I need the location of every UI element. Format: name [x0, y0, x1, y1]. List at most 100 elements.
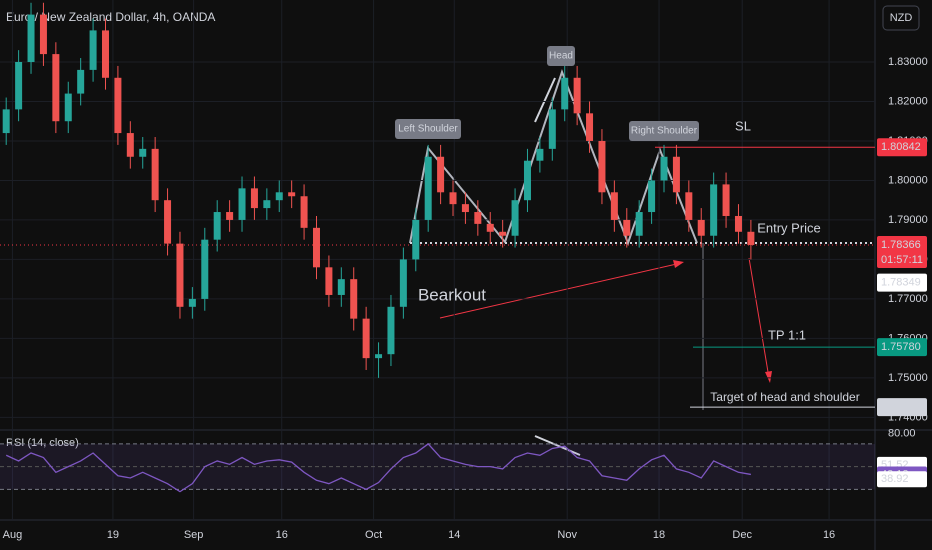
candle-body [710, 184, 718, 236]
x-tick-label: 16 [823, 529, 835, 541]
candle-body [188, 298, 196, 307]
candle-body [263, 200, 271, 209]
candle-body [288, 192, 296, 197]
candle-body [734, 215, 742, 232]
candle-body [697, 219, 705, 236]
currency-label[interactable]: NZD [890, 12, 913, 24]
candle-body [461, 204, 469, 213]
candle-body [399, 259, 407, 307]
candle-body [250, 188, 258, 209]
candle-body [114, 77, 122, 134]
y-tick-label: 1.82000 [888, 95, 928, 107]
candle-body [424, 156, 432, 220]
x-tick-label: Dec [732, 529, 752, 541]
rsi-divergence-line [534, 435, 581, 456]
y-tick-label: 1.77000 [888, 293, 928, 305]
candle-body [126, 133, 134, 157]
candle-body [598, 140, 606, 193]
annotation-box [629, 121, 699, 141]
countdown: 01:57:11 [881, 254, 923, 266]
annotation: Entry Price [757, 220, 821, 235]
price-tag-label: 1.74258 [881, 401, 921, 413]
candle-body [151, 148, 159, 201]
candle-body [213, 212, 221, 240]
candle-body [139, 148, 147, 157]
candle-body [586, 113, 594, 141]
chart-title: Euro / New Zealand Dollar, 4h, OANDA [6, 10, 215, 24]
breakout-arrow [439, 262, 682, 319]
candle-body [523, 160, 531, 201]
candle-body [536, 148, 544, 161]
candle-body [387, 306, 395, 355]
annotation: Target of head and shoulder [710, 390, 859, 404]
price-tag [877, 338, 927, 357]
candle-body [64, 93, 72, 122]
annotation-box [547, 46, 575, 66]
pattern-drawings [0, 0, 875, 520]
candle-body [449, 192, 457, 205]
candle-body [660, 156, 668, 181]
y-tick-label: 1.80000 [888, 174, 928, 186]
candle-body [325, 267, 333, 295]
candle-body [164, 200, 172, 244]
candle-body [77, 69, 85, 94]
annotation: Right Shoulder [631, 126, 698, 137]
annotation: Bearkout [418, 285, 486, 304]
candle-body [226, 212, 234, 220]
price-tag-label: 1.78366 [881, 239, 921, 251]
target-arrow [748, 257, 770, 379]
candle-body [561, 77, 569, 110]
rsi-tag [877, 471, 927, 488]
price-tag [877, 235, 927, 268]
x-tick-label: 19 [107, 529, 119, 541]
x-tick-label: 14 [448, 529, 460, 541]
candle-body [548, 109, 556, 149]
price-tag [877, 273, 927, 292]
annotation: TP 1:1 [768, 327, 806, 342]
candle-body [2, 109, 10, 134]
candle-body [101, 30, 109, 78]
candle-body [312, 227, 320, 268]
rsi-title: RSI (14, close) [6, 437, 79, 449]
x-tick-label: 16 [276, 529, 288, 541]
trend-line [534, 77, 556, 123]
price-tag-label: 1.78349 [881, 277, 921, 289]
candle-body [362, 318, 370, 359]
currency-button[interactable] [882, 5, 920, 31]
arrow-head [673, 260, 684, 268]
price-tag-label: 1.80842 [881, 141, 921, 153]
annotation: Left Shoulder [398, 124, 458, 135]
candle-body [238, 188, 246, 220]
candle-body [337, 279, 345, 295]
rsi-line [5, 443, 751, 493]
x-tick-label: 18 [653, 529, 665, 541]
candle-body [176, 243, 184, 307]
y-tick-label: 1.75000 [888, 372, 928, 384]
candle-body [27, 14, 35, 62]
candle-body [375, 354, 383, 359]
price-tag [877, 398, 927, 417]
candle-body [437, 156, 445, 193]
candle-body [635, 212, 643, 236]
candle-body [474, 212, 482, 224]
annotation: SL [735, 118, 751, 133]
candle-body [412, 219, 420, 260]
candle-body [511, 200, 519, 236]
candle-body [15, 61, 23, 110]
price-tag-label: 1.75780 [881, 341, 921, 353]
candle-body [275, 192, 283, 201]
x-tick-label: Nov [557, 529, 577, 541]
candle-body [573, 77, 581, 114]
annotation: Head [549, 51, 573, 62]
candle-body [39, 14, 47, 55]
y-tick-label: 1.79000 [888, 214, 928, 226]
candle-body [350, 279, 358, 319]
candle-body [685, 192, 693, 220]
arrow-head [765, 371, 772, 383]
x-tick-label: Aug [3, 529, 23, 541]
annotation-box [395, 119, 461, 139]
candle-body [623, 219, 631, 236]
candle-body [648, 180, 656, 213]
rsi-tag-label: 38.92 [881, 473, 909, 485]
